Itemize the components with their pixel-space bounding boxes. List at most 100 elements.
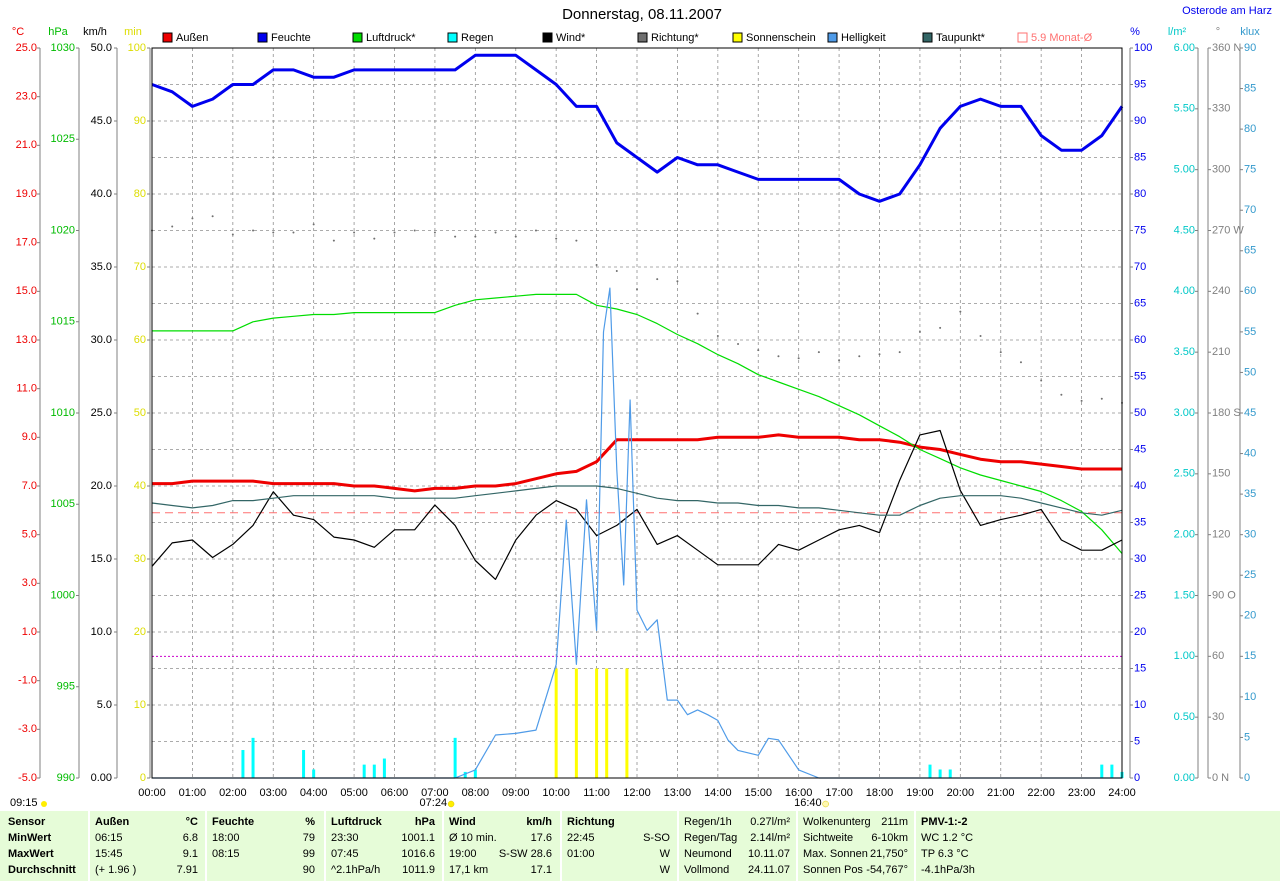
y-tick-label: 50	[134, 407, 146, 419]
bar	[251, 737, 255, 778]
legend-swatch	[732, 32, 743, 43]
legend-label: Richtung*	[651, 32, 699, 44]
legend-swatch	[637, 32, 648, 43]
bar	[312, 769, 316, 778]
y-tick-label: 15.0	[91, 553, 112, 565]
y-tick-label: 1015	[51, 316, 75, 328]
x-tick-label: 21:00	[987, 787, 1015, 799]
y-tick-label: 3.50	[1174, 346, 1195, 358]
y-tick-label: 65	[1244, 245, 1256, 257]
legend-label: 5.9 Monat-Ø	[1031, 32, 1093, 44]
legend-swatch	[257, 32, 268, 43]
x-tick-label: 05:00	[340, 787, 368, 799]
x-tick-label: 03:00	[259, 787, 287, 799]
bar	[574, 668, 578, 778]
axis-unit: %	[1130, 26, 1140, 38]
y-tick-label: 210	[1212, 346, 1230, 358]
stats-background	[0, 811, 1280, 881]
dot	[898, 351, 901, 354]
y-tick-label: 330	[1212, 103, 1230, 115]
y-tick-label: 90	[1134, 115, 1146, 127]
dot	[1100, 397, 1103, 400]
y-tick-label: 0.00	[1174, 772, 1195, 784]
stats-cell: 19:00	[449, 848, 477, 860]
y-tick-label: 20.0	[91, 480, 112, 492]
y-tick-label: 300	[1212, 164, 1230, 176]
y-tick-label: 45	[1244, 407, 1256, 419]
dot	[939, 326, 942, 329]
y-tick-label: 25	[1134, 589, 1146, 601]
y-tick-label: 15	[1244, 650, 1256, 662]
series-line	[152, 293, 1123, 554]
stats-cell: 99	[303, 848, 315, 860]
y-tick-label: 90	[1244, 42, 1256, 54]
y-tick-label: 30	[1134, 553, 1146, 565]
y-tick-label: 20	[1134, 626, 1146, 638]
legend-swatch	[447, 32, 458, 43]
y-tick-label: 60	[1134, 334, 1146, 346]
chart-title: Donnerstag, 08.11.2007	[562, 6, 722, 23]
y-tick-label: 4.00	[1174, 285, 1195, 297]
y-tick-label: 25.0	[91, 407, 112, 419]
y-tick-label: 1.0	[22, 626, 37, 638]
stats-header: PMV-1:-2	[921, 816, 967, 828]
y-tick-label: 6.00	[1174, 42, 1195, 54]
y-tick-label: 1020	[51, 224, 75, 236]
y-tick-label: 100	[128, 42, 146, 54]
y-tick-label: 20	[1244, 610, 1256, 622]
y-tick-label: 0	[1134, 772, 1140, 784]
dot	[959, 310, 962, 313]
dot	[656, 278, 659, 281]
sunset-label: 16:40	[794, 797, 822, 809]
x-tick-label: 02:00	[219, 787, 247, 799]
y-tick-label: 10	[1134, 699, 1146, 711]
legend-label: Feuchte	[271, 32, 311, 44]
y-tick-label: 0.00	[91, 772, 112, 784]
stats-header: %	[305, 816, 315, 828]
y-tick-label: 35	[1134, 516, 1146, 528]
y-tick-label: -1.0	[18, 675, 37, 687]
sun-dot	[41, 801, 47, 807]
axis-unit: hPa	[48, 26, 68, 38]
dot	[979, 334, 982, 337]
dot	[615, 270, 618, 273]
stats-cell: 22:45	[567, 832, 595, 844]
stats-cell: Regen/1h	[684, 816, 732, 828]
y-tick-label: 150	[1212, 468, 1230, 480]
y-tick-label: 95	[1134, 78, 1146, 90]
stats-cell: 21,750°	[870, 848, 908, 860]
bar	[605, 668, 609, 778]
dot	[332, 239, 335, 242]
dot	[454, 235, 457, 238]
stats-cell: S-SO	[643, 832, 670, 844]
day-length: 09:15	[10, 797, 38, 809]
y-tick-label: -5.0	[18, 772, 37, 784]
x-tick-label: 09:00	[502, 787, 530, 799]
y-tick-label: 45	[1134, 443, 1146, 455]
dot	[1080, 399, 1083, 402]
y-tick-label: 10.0	[91, 626, 112, 638]
y-tick-label: 15	[1134, 662, 1146, 674]
y-tick-label: 120	[1212, 529, 1230, 541]
stats-cell: 01:00	[567, 848, 595, 860]
stats-header: °C	[186, 816, 198, 828]
y-tick-label: 270 W	[1212, 224, 1244, 236]
stats-header: Außen	[95, 816, 130, 828]
x-tick-label: 19:00	[906, 787, 934, 799]
bar	[938, 769, 942, 778]
y-tick-label: 60	[1212, 650, 1224, 662]
y-tick-label: 15.0	[16, 285, 37, 297]
dot	[555, 237, 558, 240]
dot	[433, 231, 436, 234]
dot	[1060, 393, 1063, 396]
y-tick-label: 25.0	[16, 42, 37, 54]
stats-header: hPa	[415, 816, 436, 828]
dot	[918, 330, 921, 333]
y-tick-label: 360 N	[1212, 42, 1241, 54]
y-tick-label: 5.50	[1174, 103, 1195, 115]
x-tick-label: 07:00	[421, 787, 449, 799]
y-tick-label: 9.0	[22, 431, 37, 443]
y-tick-label: 70	[1134, 261, 1146, 273]
stats-cell: 15:45	[95, 848, 123, 860]
